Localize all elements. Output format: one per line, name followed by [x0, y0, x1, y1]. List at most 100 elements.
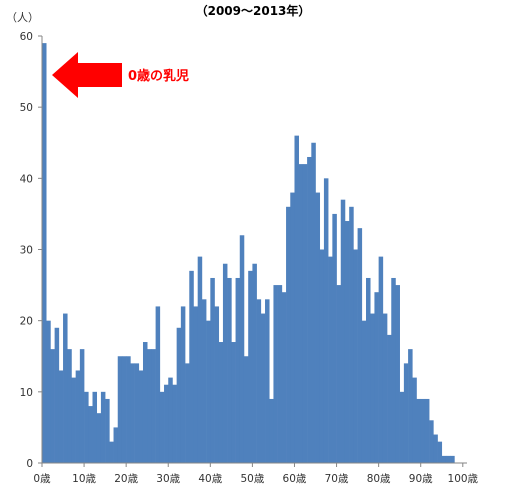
bar-age-44 — [227, 277, 232, 463]
x-tick-label: 30歳 — [156, 473, 180, 485]
bar-age-82 — [387, 334, 392, 463]
x-tick-label: 60歳 — [283, 473, 307, 485]
bar-age-78 — [370, 313, 375, 463]
bar-age-70 — [336, 285, 342, 463]
bar-age-75 — [357, 228, 363, 463]
bar-age-68 — [328, 256, 333, 463]
bar-age-12 — [92, 391, 98, 463]
bar-age-51 — [256, 299, 262, 463]
bar-age-14 — [100, 391, 106, 463]
bar-age-34 — [185, 363, 190, 463]
x-tick-label: 20歳 — [114, 473, 138, 485]
bar-age-4 — [58, 370, 64, 463]
bar-age-84 — [395, 285, 400, 463]
bar-age-59 — [290, 192, 295, 463]
bar-age-93 — [433, 434, 438, 463]
y-tick-label: 30 — [20, 245, 33, 257]
bar-age-83 — [391, 277, 396, 463]
bar-age-15 — [105, 398, 110, 463]
x-tick-label: 10歳 — [72, 473, 96, 485]
bar-age-19 — [121, 356, 127, 463]
bar-age-46 — [235, 277, 241, 463]
y-axis-unit-label: （人） — [6, 11, 39, 24]
bar-age-16 — [109, 441, 114, 463]
bar-age-37 — [197, 256, 203, 463]
bar-age-6 — [67, 349, 72, 463]
bar-age-25 — [147, 349, 152, 463]
bar-age-42 — [218, 342, 224, 463]
x-tick-label: 80歳 — [367, 473, 391, 485]
bar-age-81 — [382, 313, 388, 463]
bar-age-36 — [193, 306, 198, 463]
bar-age-45 — [231, 342, 236, 463]
bar-age-10 — [84, 391, 89, 463]
y-tick-label: 20 — [20, 316, 33, 328]
bar-age-79 — [374, 292, 379, 463]
bar-age-96 — [445, 455, 451, 463]
bar-age-58 — [286, 206, 291, 464]
bar-age-22 — [134, 363, 140, 463]
y-tick-label: 60 — [20, 31, 33, 43]
bar-age-21 — [130, 363, 135, 463]
bar-age-60 — [294, 135, 299, 463]
bar-age-97 — [450, 455, 455, 463]
bar-age-72 — [344, 221, 350, 463]
bar-age-48 — [243, 356, 249, 463]
y-tick-label: 0 — [26, 458, 33, 470]
bar-age-47 — [239, 235, 245, 463]
bar-age-49 — [248, 270, 253, 463]
bar-age-76 — [361, 320, 367, 463]
x-tick-label: 70歳 — [325, 473, 349, 485]
bar-age-23 — [138, 370, 144, 463]
bar-age-0 — [42, 43, 47, 464]
bar-age-56 — [277, 285, 283, 463]
bar-age-74 — [353, 249, 358, 463]
bar-age-88 — [412, 377, 417, 463]
bar-age-33 — [180, 306, 186, 463]
bar-age-54 — [269, 398, 274, 463]
bar-age-13 — [96, 413, 102, 463]
bar-age-41 — [214, 306, 220, 463]
bar-age-18 — [117, 356, 123, 463]
bar-age-63 — [307, 156, 312, 464]
x-tick-label: 90歳 — [409, 473, 433, 485]
bar-age-53 — [265, 299, 270, 463]
bar-age-24 — [142, 342, 148, 463]
bar-age-80 — [378, 256, 384, 463]
bar-age-35 — [189, 270, 194, 463]
x-tick-label: 40歳 — [198, 473, 222, 485]
bar-age-31 — [172, 384, 177, 463]
bars-group — [42, 43, 455, 464]
bar-age-62 — [302, 164, 308, 463]
bar-age-29 — [164, 384, 169, 463]
bar-age-5 — [63, 313, 68, 463]
bar-age-38 — [201, 299, 207, 463]
infant-annotation-label: 0歳の乳児 — [128, 68, 189, 84]
bar-age-64 — [311, 142, 316, 463]
y-tick-label: 50 — [20, 102, 33, 114]
bar-age-95 — [441, 455, 447, 463]
bar-age-90 — [420, 398, 426, 463]
bar-age-66 — [319, 249, 325, 463]
bar-age-2 — [50, 349, 55, 463]
bar-age-52 — [260, 313, 266, 463]
bar-age-40 — [210, 277, 215, 463]
bar-age-17 — [113, 427, 119, 463]
bar-age-30 — [168, 377, 173, 463]
x-tick-label: 50歳 — [240, 473, 264, 485]
bar-age-3 — [54, 327, 60, 463]
bar-age-73 — [349, 206, 354, 464]
bar-age-85 — [399, 391, 405, 463]
bar-age-8 — [75, 370, 81, 463]
x-tick-label: 0歳 — [33, 473, 51, 485]
bar-age-77 — [366, 277, 371, 463]
bar-age-71 — [340, 199, 346, 463]
bar-age-65 — [315, 192, 321, 463]
bar-age-7 — [71, 377, 76, 463]
bar-age-89 — [416, 398, 422, 463]
bar-age-87 — [408, 349, 413, 463]
bar-age-57 — [281, 292, 287, 463]
bar-age-32 — [176, 327, 182, 463]
y-tick-label: 40 — [20, 173, 33, 185]
